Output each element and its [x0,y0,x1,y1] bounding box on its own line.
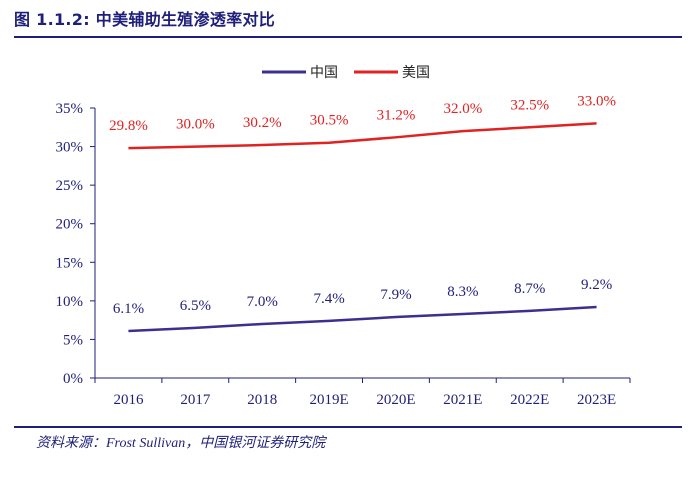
data-label-usa: 32.0% [443,101,482,117]
data-label-china: 9.2% [581,277,612,293]
data-label-china: 8.7% [514,281,545,297]
data-label-china: 7.4% [313,291,344,307]
y-tick-label: 5% [63,332,83,348]
x-tick-label: 2016 [113,392,144,408]
figure-title: 图 1.1.2: 中美辅助生殖渗透率对比 [14,10,276,29]
y-tick-label: 10% [56,294,84,310]
y-tick-label: 15% [56,255,84,271]
x-tick-label: 2017 [180,392,211,408]
top-rule [14,36,682,38]
series-group: 6.1% 6.5% 7.0% 7.4% 7.9% 8.3% 8.7% 9.2% 29.8% 30.… [109,93,616,333]
y-tick-label: 25% [56,178,84,194]
data-label-china: 6.5% [180,298,211,314]
legend: 中国 美国 [262,65,430,81]
data-label-china: 7.0% [247,294,278,310]
source-note: 资料来源：Frost Sullivan，中国银河证券研究院 [36,436,326,451]
legend-label-usa: 美国 [402,65,430,81]
data-label-usa: 33.0% [577,93,616,109]
legend-label-china: 中国 [310,65,338,81]
x-tick-label: 2021E [443,392,482,408]
data-label-usa: 32.5% [510,97,549,113]
data-label-usa: 29.8% [109,118,148,134]
y-tick-label: 35% [56,101,84,117]
data-label-china: 6.1% [113,301,144,317]
x-tick-label: 2020E [376,392,415,408]
series-line-china [128,305,597,333]
data-label-china: 8.3% [447,284,478,300]
series-line-usa [128,122,597,150]
x-tick-label: 2019E [309,392,348,408]
x-tick-label: 2023E [577,392,616,408]
y-tick-label: 0% [63,371,83,387]
y-tick-label: 20% [56,217,84,233]
x-tick-label: 2018 [247,392,277,408]
data-label-china: 7.9% [380,287,411,303]
axes: 0% 5% 10% 15% 20% 25% 30% 35% 2016 2017 2018 2019E 2… [56,101,631,408]
y-tick-label: 30% [56,140,84,156]
data-label-usa: 30.5% [310,113,349,129]
data-label-usa: 31.2% [377,107,416,123]
x-tick-label: 2022E [510,392,549,408]
data-label-usa: 30.2% [243,115,282,131]
data-label-usa: 30.0% [176,117,215,133]
bottom-rule [14,426,682,428]
